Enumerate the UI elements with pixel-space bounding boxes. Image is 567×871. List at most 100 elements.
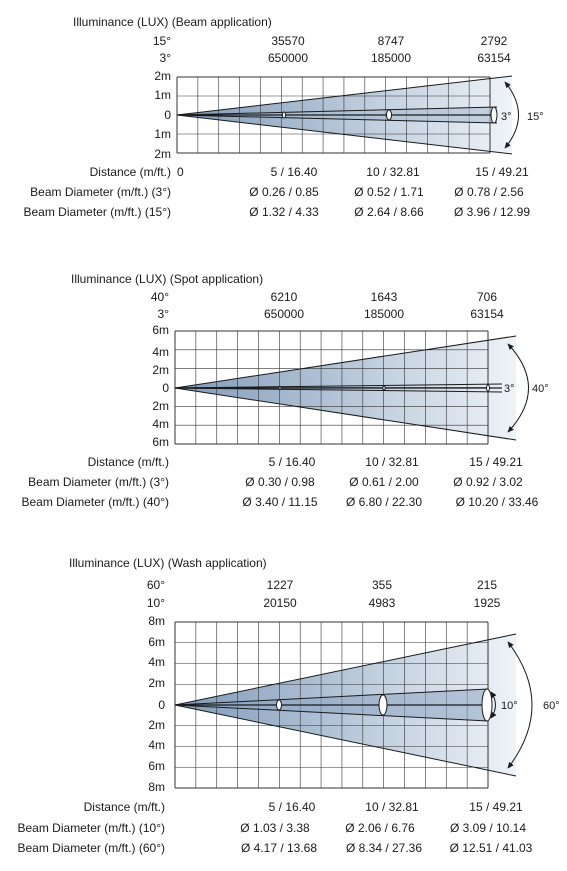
- diameter-value: Ø 0.78 / 2.56: [454, 185, 524, 199]
- y-label: 2m: [148, 676, 165, 690]
- y-label: 0: [162, 381, 169, 395]
- distance-value: 15 / 49.21: [469, 800, 523, 814]
- narrow-angle-arc: [490, 691, 497, 719]
- narrow-angle-label: 3°: [501, 111, 512, 123]
- diameter-value: Ø 1.32 / 4.33: [249, 205, 319, 219]
- diameter-row-label: Beam Diameter (m/ft.) (3°): [28, 475, 169, 489]
- diameter-value: Ø 0.30 / 0.98: [245, 475, 315, 489]
- diameter-value: Ø 0.61 / 2.00: [349, 475, 419, 489]
- beam-cross-section: [481, 688, 493, 722]
- distance-label: Distance (m/ft.): [90, 165, 171, 179]
- distance-label: Distance (m/ft.): [88, 455, 169, 469]
- panel-title: Illuminance (LUX) (Beam application): [73, 15, 272, 29]
- beam-cross-section: [382, 385, 386, 391]
- panel-spot: Illuminance (LUX) (Spot application) 40°…: [22, 272, 549, 509]
- lux-value: 215: [477, 578, 497, 592]
- panel-beam: Illuminance (LUX) (Beam application) 15°…: [24, 15, 544, 219]
- diameter-value: Ø 0.92 / 3.02: [453, 475, 523, 489]
- diameter-value: Ø 0.26 / 0.85: [249, 185, 319, 199]
- panel-wash: Illuminance (LUX) (Wash application) 60°…: [18, 556, 560, 855]
- angle-wide-label: 60°: [147, 578, 165, 592]
- y-label: 1m: [154, 88, 171, 102]
- y-label: 6m: [152, 435, 169, 449]
- diameter-value: Ø 2.64 / 8.66: [354, 205, 424, 219]
- diameter-value: Ø 6.80 / 22.30: [346, 495, 422, 509]
- lux-value: 8747: [378, 34, 405, 48]
- diameter-value: Ø 2.06 / 6.76: [345, 821, 415, 835]
- lux-value: 63154: [477, 51, 511, 65]
- wide-angle-arc: [507, 641, 533, 769]
- lux-value: 706: [477, 290, 497, 304]
- diameter-value: Ø 3.40 / 11.15: [242, 495, 317, 509]
- lux-value: 4983: [369, 596, 396, 610]
- angle-narrow-label: 3°: [158, 307, 170, 321]
- distance-label: Distance (m/ft.): [84, 800, 165, 814]
- y-label: 8m: [148, 614, 165, 628]
- lux-value: 650000: [264, 307, 304, 321]
- distance-value: 5 / 16.40: [269, 455, 316, 469]
- distance-value: 10 / 32.81: [366, 165, 420, 179]
- distance-value: 10 / 32.81: [365, 455, 419, 469]
- panel-title: Illuminance (LUX) (Spot application): [71, 272, 263, 286]
- wide-angle-arc: [507, 343, 529, 433]
- diameter-value: Ø 8.34 / 27.36: [346, 841, 422, 855]
- lux-value: 185000: [371, 51, 411, 65]
- diameter-row-label: Beam Diameter (m/ft.) (60°): [18, 841, 166, 855]
- diameter-value: Ø 3.96 / 12.99: [454, 205, 530, 219]
- wide-angle-label: 15°: [527, 111, 544, 123]
- lux-value: 355: [372, 578, 392, 592]
- beam-cross-section: [378, 694, 388, 716]
- y-label: 6m: [148, 635, 165, 649]
- y-label: 6m: [152, 323, 169, 337]
- angle-narrow-label: 10°: [147, 596, 165, 610]
- wide-angle-label: 40°: [532, 383, 549, 395]
- y-label: 8m: [148, 780, 165, 794]
- lux-value: 6210: [271, 290, 298, 304]
- diameter-row-label: Beam Diameter (m/ft.) (3°): [30, 185, 171, 199]
- y-label: 2m: [154, 147, 171, 161]
- y-label: 0: [158, 698, 165, 712]
- angle-wide-label: 40°: [151, 290, 169, 304]
- diameter-value: Ø 12.51 / 41.03: [450, 841, 533, 855]
- diameter-value: Ø 1.03 / 3.38: [240, 821, 310, 835]
- beam-cross-section: [386, 109, 392, 121]
- diameter-row-label: Beam Diameter (m/ft.) (10°): [18, 821, 166, 835]
- distance-value: 5 / 16.40: [269, 800, 316, 814]
- diameter-value: Ø 3.09 / 10.14: [450, 821, 526, 835]
- beam-cross-section: [490, 106, 498, 124]
- beam-plot: 10° 60°: [174, 621, 560, 789]
- lux-value: 63154: [470, 307, 504, 321]
- wide-angle-label: 60°: [543, 700, 560, 712]
- distance-value: 10 / 32.81: [365, 800, 419, 814]
- beam-plot: 3° 40°: [174, 330, 549, 445]
- diameter-value: Ø 0.52 / 1.71: [354, 185, 424, 199]
- y-label: 4m: [152, 345, 169, 359]
- beam-cross-section: [278, 386, 282, 390]
- distance-value: 15 / 49.21: [469, 455, 523, 469]
- lux-value: 2792: [481, 34, 508, 48]
- lux-value: 650000: [268, 51, 308, 65]
- y-label: 2m: [154, 69, 171, 83]
- y-label: 2m: [152, 399, 169, 413]
- lux-value: 1643: [371, 290, 398, 304]
- panel-title: Illuminance (LUX) (Wash application): [69, 556, 267, 570]
- angle-narrow-label: 3°: [160, 51, 172, 65]
- beam-cross-section: [282, 111, 286, 119]
- y-label: 6m: [148, 759, 165, 773]
- beam-plot: 3° 15°: [176, 75, 544, 155]
- y-label: 4m: [148, 738, 165, 752]
- lux-value: 185000: [364, 307, 404, 321]
- diameter-value: Ø 4.17 / 13.68: [241, 841, 317, 855]
- diameter-row-label: Beam Diameter (m/ft.) (15°): [24, 205, 172, 219]
- y-label: 1m: [154, 127, 171, 141]
- angle-wide-label: 15°: [153, 34, 171, 48]
- beam-cross-section: [276, 699, 282, 711]
- y-label: 0: [164, 108, 171, 122]
- distance-zero: 0: [177, 165, 184, 179]
- diameter-value: Ø 10.20 / 33.46: [456, 495, 539, 509]
- lux-value: 35570: [271, 34, 305, 48]
- lux-value: 20150: [263, 596, 297, 610]
- lux-value: 1227: [267, 578, 294, 592]
- narrow-angle-label: 10°: [501, 700, 518, 712]
